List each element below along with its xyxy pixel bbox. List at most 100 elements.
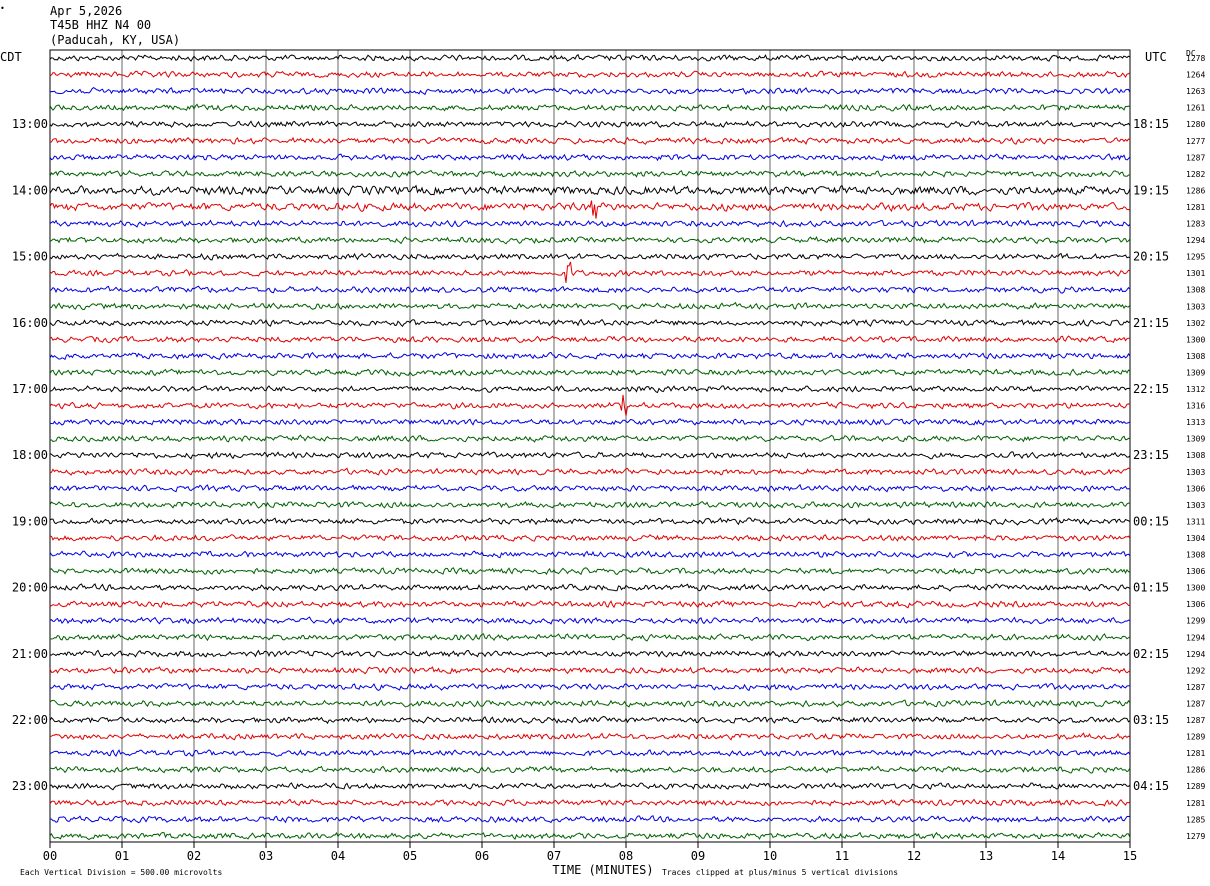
dc-offset-label: 1309 bbox=[1186, 435, 1205, 444]
dc-offset-label: 1306 bbox=[1186, 484, 1205, 493]
dc-offset-label: 1302 bbox=[1186, 319, 1205, 328]
dc-offset-label: 1289 bbox=[1186, 782, 1205, 791]
trace-line bbox=[49, 335, 1131, 344]
trace-line bbox=[49, 451, 1131, 460]
dc-offset-label: 1292 bbox=[1186, 666, 1205, 675]
x-tick-label: 08 bbox=[619, 849, 633, 863]
trace-line bbox=[49, 517, 1131, 526]
x-tick-label: 09 bbox=[691, 849, 705, 863]
dc-offset-label: 1287 bbox=[1186, 683, 1205, 692]
trace-line bbox=[49, 748, 1131, 758]
dc-offset-label: 1294 bbox=[1186, 633, 1205, 642]
dc-offset-label: 1308 bbox=[1186, 286, 1205, 295]
dc-offset-label: 1311 bbox=[1186, 517, 1205, 526]
dc-offset-label: 1300 bbox=[1186, 335, 1205, 344]
trace-line bbox=[49, 219, 1131, 228]
trace-line bbox=[49, 169, 1131, 178]
left-hour-label: 19:00 bbox=[12, 514, 48, 528]
trace-line bbox=[49, 633, 1131, 642]
left-hour-label: 15:00 bbox=[12, 250, 48, 264]
dc-offset-label: 1300 bbox=[1186, 584, 1205, 593]
trace-line bbox=[49, 616, 1131, 625]
dc-offset-label: 1281 bbox=[1186, 203, 1205, 212]
trace-line bbox=[49, 583, 1131, 592]
trace-line bbox=[49, 467, 1131, 476]
station-id: T45B HHZ N4 00 bbox=[50, 18, 152, 32]
dc-offset-label: 1286 bbox=[1186, 766, 1205, 775]
trace-line bbox=[49, 70, 1131, 79]
trace-line bbox=[49, 318, 1131, 328]
trace-line bbox=[49, 831, 1131, 841]
dc-offset-label: 1285 bbox=[1186, 815, 1205, 824]
right-hour-label: 19:15 bbox=[1133, 183, 1169, 197]
trace-line bbox=[49, 732, 1131, 741]
trace-line bbox=[49, 666, 1131, 675]
x-tick-label: 02 bbox=[187, 849, 201, 863]
x-tick-label: 14 bbox=[1051, 849, 1065, 863]
trace-line bbox=[49, 434, 1131, 443]
right-hour-label: 18:15 bbox=[1133, 117, 1169, 131]
trace-line bbox=[49, 500, 1131, 509]
scale-note: Each Vertical Division = 500.00 microvol… bbox=[20, 868, 222, 877]
dc-offset-label: 1287 bbox=[1186, 716, 1205, 725]
trace-line bbox=[49, 418, 1131, 426]
x-tick-label: 15 bbox=[1123, 849, 1137, 863]
trace-line bbox=[49, 699, 1131, 708]
trace-line bbox=[49, 483, 1131, 493]
trace-line bbox=[49, 567, 1131, 576]
trace-line bbox=[49, 103, 1131, 112]
left-hour-label: 17:00 bbox=[12, 382, 48, 396]
trace-line bbox=[49, 235, 1131, 245]
right-hour-label: 21:15 bbox=[1133, 316, 1169, 330]
dc-offset-label: 1289 bbox=[1186, 733, 1205, 742]
x-tick-label: 05 bbox=[403, 849, 417, 863]
dc-offset-label: 1264 bbox=[1186, 71, 1205, 80]
x-tick-label: 04 bbox=[331, 849, 345, 863]
trace-line bbox=[49, 715, 1131, 725]
trace-line bbox=[49, 765, 1131, 774]
dc-offset-label: 1299 bbox=[1186, 617, 1205, 626]
trace-line bbox=[49, 649, 1131, 658]
dc-offset-label: 1278 bbox=[1186, 54, 1205, 63]
right-hour-label: 02:15 bbox=[1133, 647, 1169, 661]
x-axis-title: TIME (MINUTES) bbox=[552, 863, 653, 877]
trace-line bbox=[49, 53, 1131, 62]
dc-offset-label: 1303 bbox=[1186, 501, 1205, 510]
dc-offset-label: 1287 bbox=[1186, 153, 1205, 162]
x-tick-label: 13 bbox=[979, 849, 993, 863]
trace-line bbox=[49, 301, 1131, 311]
dc-offset-label: 1304 bbox=[1186, 534, 1205, 543]
trace-line bbox=[49, 600, 1131, 609]
right-hour-label: 23:15 bbox=[1133, 448, 1169, 462]
dc-offset-label: 1306 bbox=[1186, 600, 1205, 609]
trace-line bbox=[49, 285, 1131, 294]
dc-offset-label: 1261 bbox=[1186, 104, 1205, 113]
left-hour-label: 16:00 bbox=[12, 316, 48, 330]
dc-offset-label: 1279 bbox=[1186, 832, 1205, 841]
left-hour-label: 13:00 bbox=[12, 117, 48, 131]
dc-header-label: DC bbox=[1186, 49, 1196, 58]
dc-offset-label: 1283 bbox=[1186, 220, 1205, 229]
station-location: (Paducah, KY, USA) bbox=[50, 33, 181, 47]
dc-offset-label: 1281 bbox=[1186, 799, 1205, 808]
x-tick-label: 06 bbox=[475, 849, 489, 863]
trace-line bbox=[49, 550, 1131, 559]
dc-offset-label: 1313 bbox=[1186, 418, 1205, 427]
left-hour-label: 22:00 bbox=[12, 713, 48, 727]
corner-mark: • bbox=[0, 4, 5, 13]
dc-offset-label: 1301 bbox=[1186, 269, 1205, 278]
dc-offset-label: 1287 bbox=[1186, 699, 1205, 708]
left-hour-label: 14:00 bbox=[12, 183, 48, 197]
trace-line bbox=[49, 153, 1131, 162]
dc-offset-label: 1303 bbox=[1186, 468, 1205, 477]
x-tick-label: 11 bbox=[835, 849, 849, 863]
trace-line bbox=[49, 200, 1131, 219]
left-hour-label: 21:00 bbox=[12, 647, 48, 661]
right-hour-label: 01:15 bbox=[1133, 581, 1169, 595]
x-tick-label: 10 bbox=[763, 849, 777, 863]
x-tick-label: 00 bbox=[43, 849, 57, 863]
trace-line bbox=[49, 252, 1131, 261]
dc-offset-label: 1312 bbox=[1186, 385, 1205, 394]
dc-offset-label: 1306 bbox=[1186, 567, 1205, 576]
